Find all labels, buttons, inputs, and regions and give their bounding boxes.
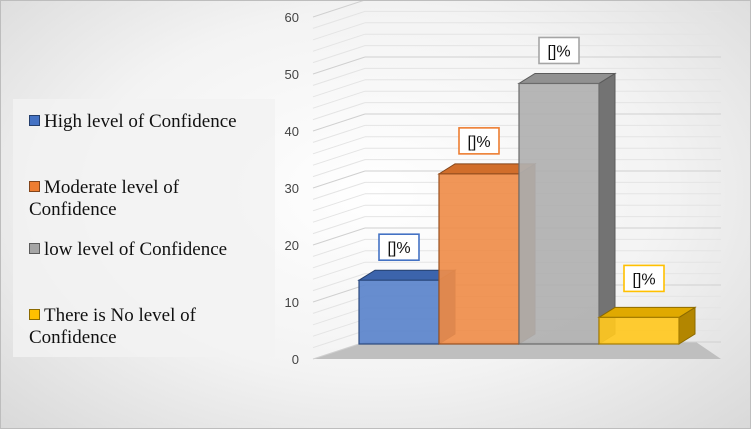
gridline-major [312,1,364,18]
bar-top [517,72,617,84]
gridline-minor [312,295,366,314]
bar-2 [517,72,617,345]
gridline-minor [312,45,366,64]
data-label-box [458,127,500,155]
y-tick-label: 40 [285,124,299,139]
gridline-major [312,227,366,246]
gridline-minor [312,79,366,98]
data-label: []% [632,271,655,288]
gridline-minor [312,204,366,223]
bar-front [598,316,680,345]
data-label-box [623,264,665,293]
y-tick-label: 0 [292,352,299,367]
y-tick-label: 20 [285,238,299,253]
legend-swatch-moderate [29,181,40,192]
chart-legend: High level of Confidence Moderate level … [13,99,275,357]
legend-swatch-high [29,115,40,126]
gridline-minor [312,33,366,52]
data-label-box [378,233,420,261]
gridline-major [312,284,366,303]
gridline-minor [312,159,366,178]
data-label: []% [387,240,410,257]
gridline-minor [312,193,366,212]
legend-item-moderate: Moderate level of Confidence [29,177,269,221]
legend-swatch-none [29,309,40,320]
gridline-minor [312,261,366,280]
bar-front [358,279,440,345]
bar-3 [597,306,697,345]
gridline-minor [312,330,366,349]
legend-item-high: High level of Confidence [29,111,269,133]
legend-label-high: High level of Confidence [44,111,237,132]
gridline-minor [312,90,366,109]
gridline-minor [312,273,366,292]
gridline-minor [312,102,366,121]
bar-side [598,72,616,345]
legend-label-moderate: Moderate level of Confidence [29,177,180,220]
gridline-minor [312,136,366,155]
gridline-minor [312,22,366,41]
legend-item-none: There is No level of Confidence [29,305,269,349]
legend-label-low: low level of Confidence [44,239,228,260]
gridline-major [312,56,366,75]
legend-item-low: low level of Confidence [29,239,269,261]
gridline-minor [312,318,366,337]
data-label: []% [547,43,570,60]
gridline-minor [312,216,366,235]
data-label-box [538,36,580,65]
gridline-minor [312,147,366,166]
data-label: []% [467,134,490,151]
gridline-minor [312,181,366,200]
legend-swatch-low [29,243,40,254]
gridline-minor [312,238,366,257]
gridline-major [312,170,366,189]
bar-front [518,82,600,345]
gridline-major [312,341,366,360]
gridline-minor [312,250,366,269]
legend-label-none: There is No level of Confidence [29,305,196,348]
y-tick-label: 50 [285,67,299,82]
y-tick-label: 60 [285,10,299,25]
bar-top [597,306,697,318]
gridline-minor [312,307,366,326]
gridline-major [312,113,366,132]
y-tick-label: 30 [285,181,299,196]
gridline-minor [312,10,366,29]
gridline-minor [312,67,366,86]
bar-front [438,173,520,345]
gridline-minor [312,124,366,143]
chart-floor [313,342,721,359]
y-tick-label: 10 [285,295,299,310]
